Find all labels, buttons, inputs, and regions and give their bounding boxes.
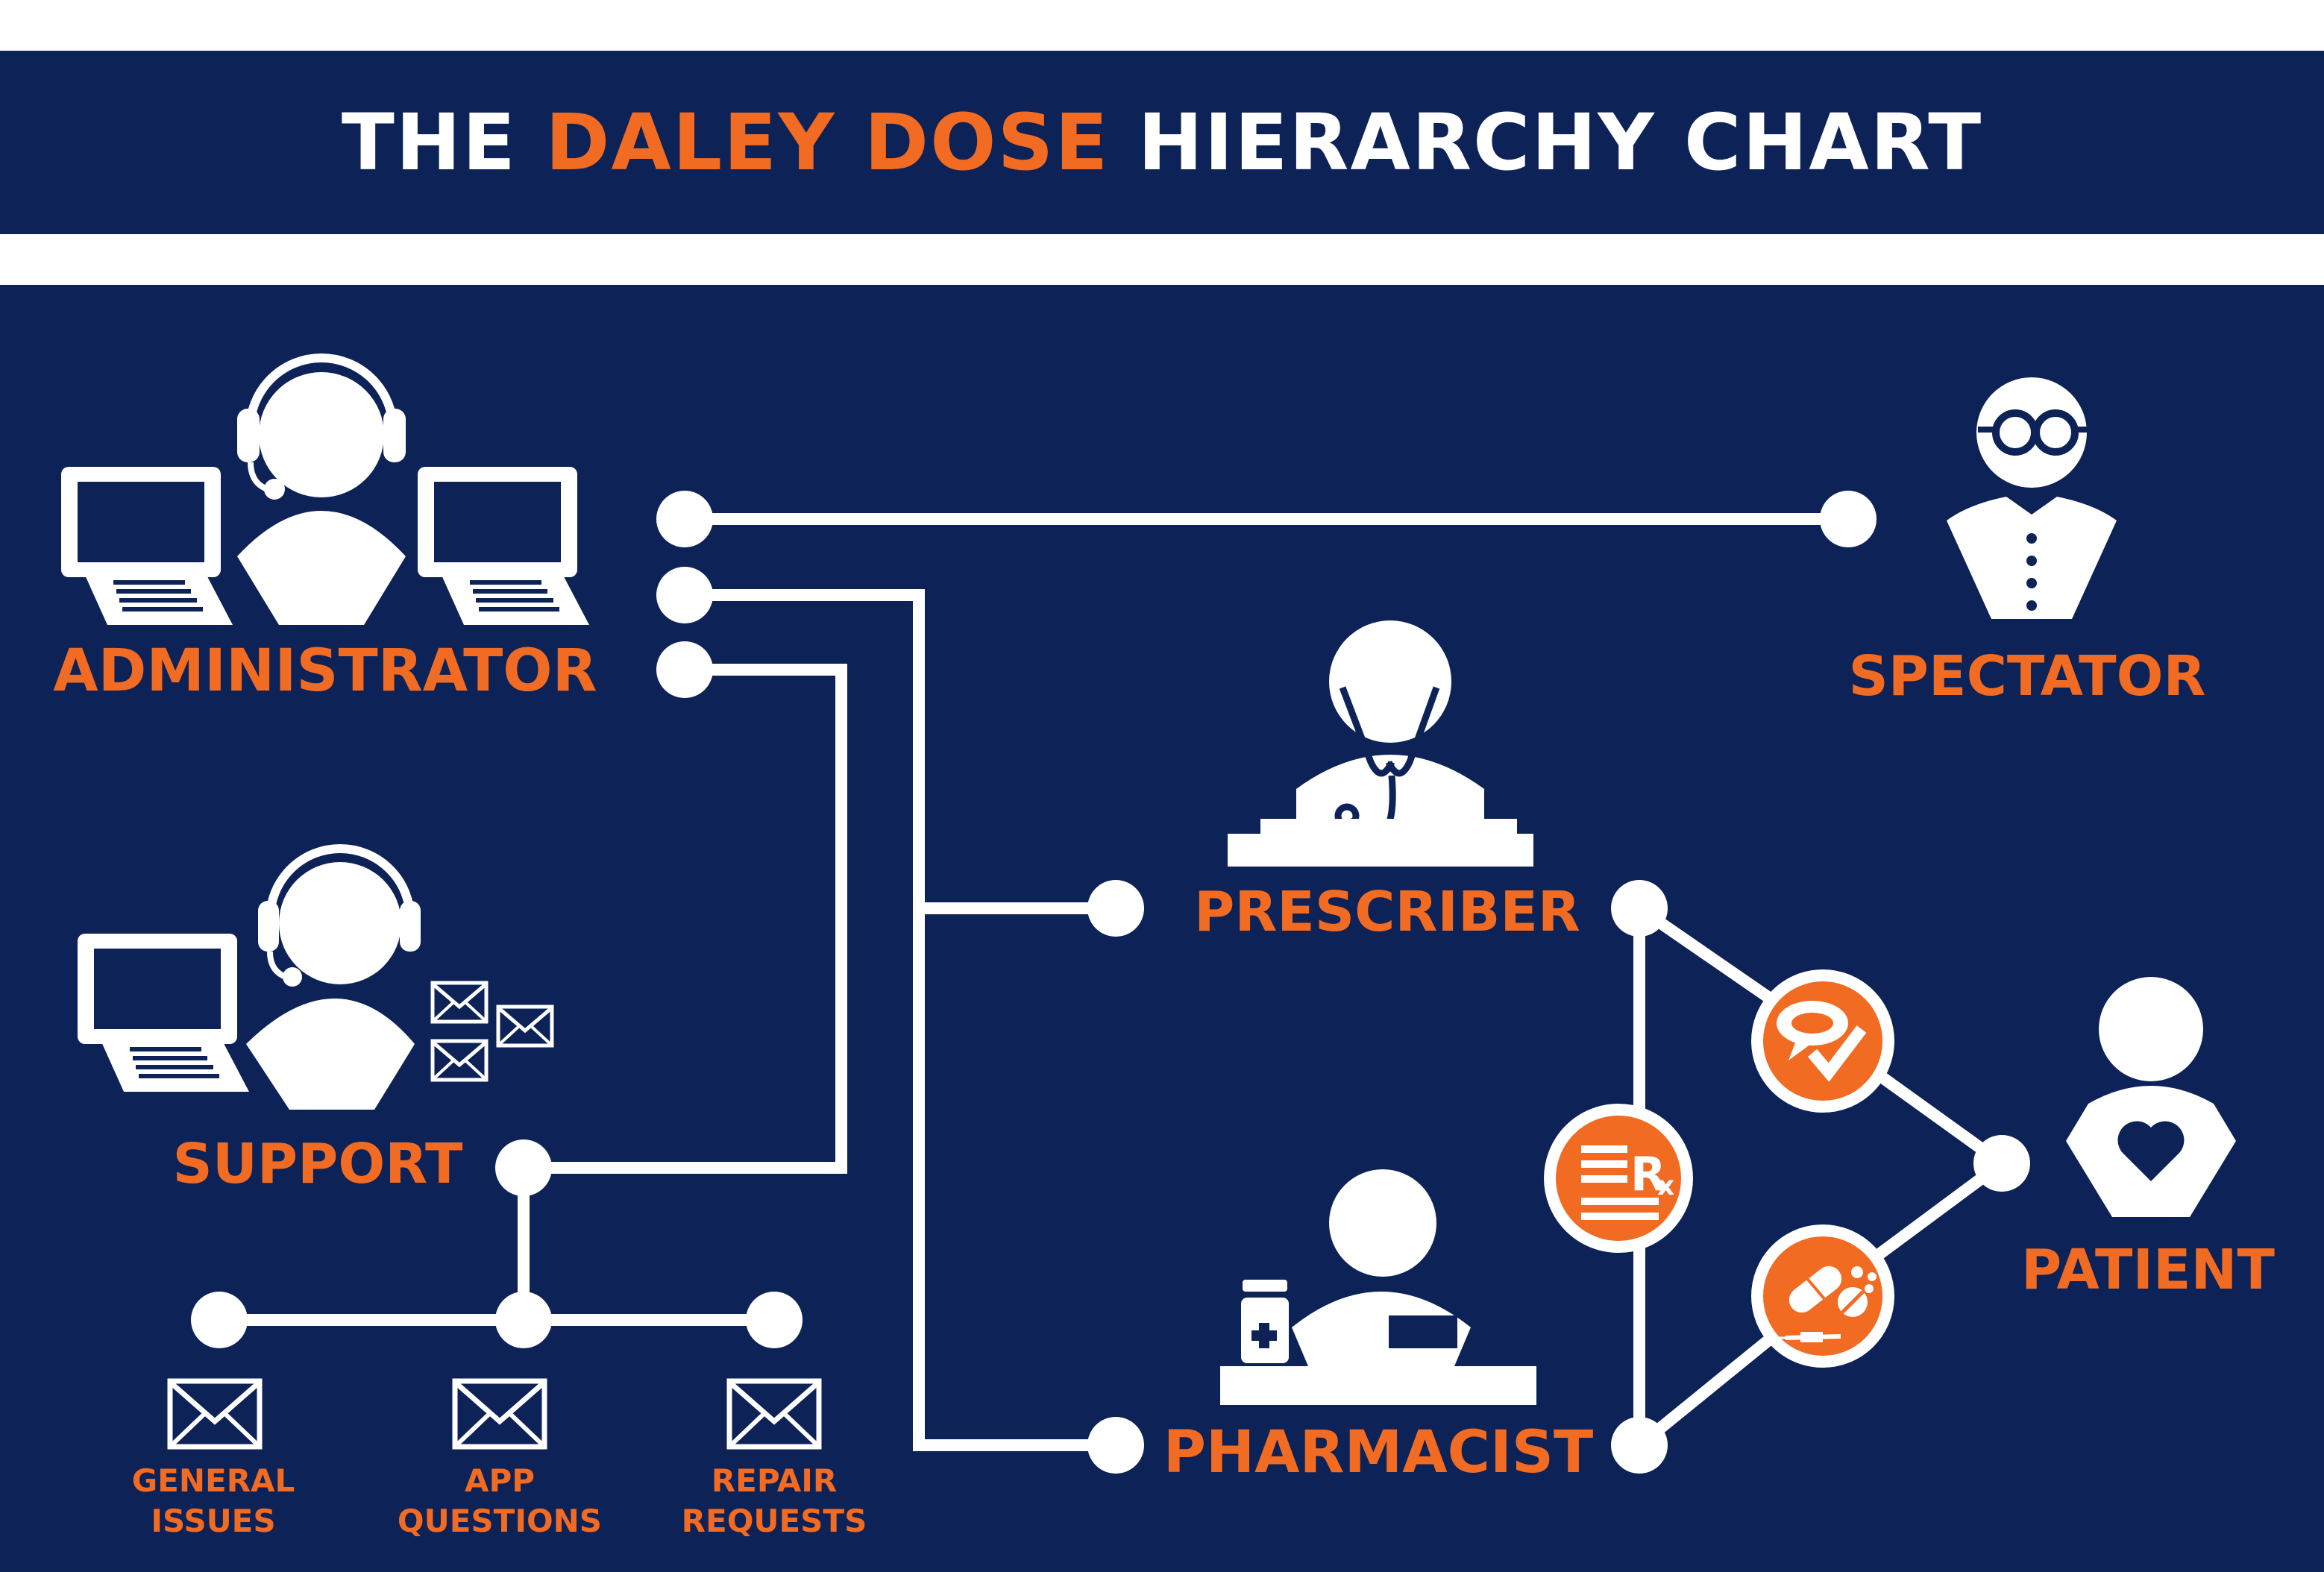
role-label-support: SUPPORT: [173, 1132, 463, 1196]
pills-icon: [1778, 1266, 1877, 1342]
role-label-pharmacist: PHARMACIST: [1163, 1419, 1594, 1486]
admin-support-link: [524, 664, 847, 1174]
support-icon: [78, 844, 552, 1110]
envelope-icon: [729, 1381, 819, 1447]
rx-glyph: R: [1630, 1147, 1666, 1201]
page-title: THE DALEY DOSE HIERARCHY CHART: [342, 97, 1982, 188]
node-pharmacist: [1087, 1417, 1144, 1474]
node-prescriber: [1087, 880, 1144, 937]
channel-label-app-line2: QUESTIONS: [398, 1503, 602, 1539]
channel-label-app-line1: APP: [465, 1462, 535, 1499]
pills-badge: [1751, 1224, 1894, 1368]
laptop-icon: [418, 467, 589, 625]
chat-check-badge: [1751, 969, 1894, 1113]
node-admin-2: [656, 567, 713, 623]
headset-person-icon: [246, 844, 421, 1110]
channel-label-general-line2: ISSUES: [151, 1503, 275, 1539]
pill-bottle-icon: [1241, 1280, 1289, 1363]
pharmacist-icon: [1220, 1169, 1536, 1405]
rx-document-icon: R x: [1581, 1145, 1674, 1220]
envelope-icon: [433, 983, 486, 1022]
headset-person-icon: [237, 353, 406, 625]
role-label-administrator: ADMINISTRATOR: [53, 638, 597, 705]
channel-label-repair-line1: REPAIR: [712, 1462, 837, 1499]
node-admin-3: [656, 641, 713, 698]
node-channel-repair: [746, 1292, 803, 1348]
node-care-bottom: [1611, 1417, 1668, 1474]
node-support: [495, 1139, 552, 1196]
node-admin-1: [656, 491, 713, 547]
glasses-person-icon: [1947, 377, 2117, 619]
node-spectator: [1820, 491, 1877, 547]
laptop-icon: [61, 467, 233, 625]
node-patient: [1973, 1135, 2030, 1192]
title-highlight: DALEY DOSE: [545, 97, 1110, 188]
chat-check-icon: [1777, 1001, 1867, 1082]
role-label-prescriber: PRESCRIBER: [1194, 880, 1580, 944]
node-channel-general: [191, 1292, 248, 1348]
channel-label-general-line1: GENERAL: [132, 1462, 295, 1499]
rx-subglyph: x: [1657, 1171, 1674, 1201]
administrator-icon: [61, 353, 589, 625]
connector-nodes: [191, 491, 2030, 1474]
rx-badge: R x: [1544, 1104, 1693, 1253]
role-label-spectator: SPECTATOR: [1848, 644, 2205, 708]
role-label-patient: PATIENT: [2021, 1238, 2275, 1302]
title-suffix: HIERARCHY CHART: [1109, 97, 1983, 188]
title-banner: THE DALEY DOSE HIERARCHY CHART: [0, 51, 2324, 234]
envelope-icon: [170, 1381, 260, 1447]
envelope-icon: [433, 1041, 486, 1080]
heart-person-icon: [2066, 977, 2236, 1217]
laptop-icon: [78, 934, 249, 1092]
node-care-top: [1611, 880, 1668, 937]
envelope-icon: [455, 1381, 544, 1447]
admin-prescriber-pharmacist-link: [685, 589, 1116, 1451]
envelope-icon: [498, 1007, 552, 1046]
node-channel-app: [495, 1292, 552, 1348]
channel-label-repair-line2: REQUESTS: [682, 1503, 867, 1539]
doctor-icon: [1228, 620, 1533, 867]
title-prefix: THE: [341, 97, 546, 188]
